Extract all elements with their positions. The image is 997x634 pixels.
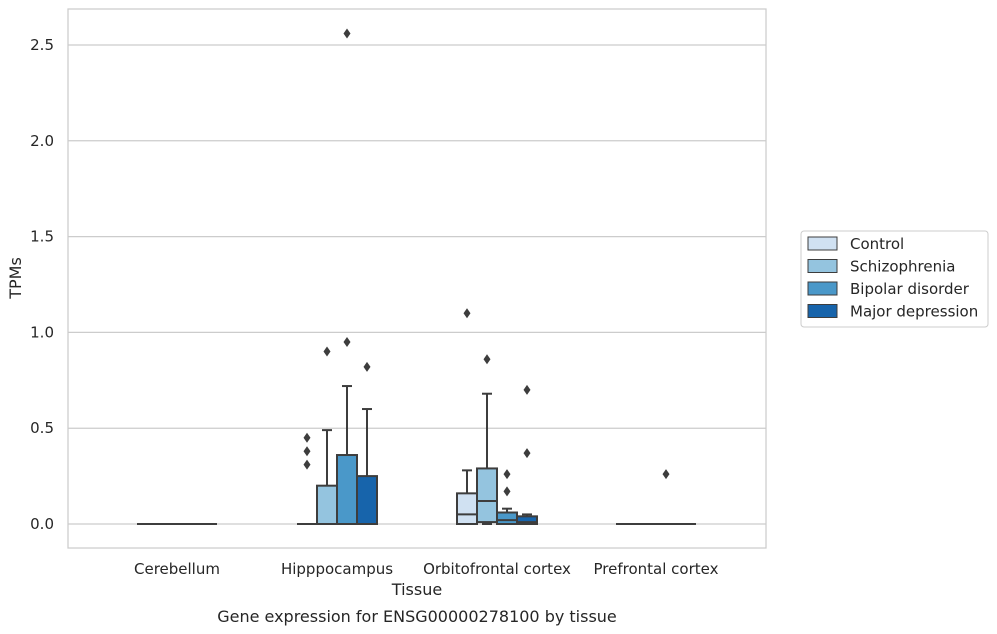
box-body — [356, 475, 378, 526]
box-body — [476, 467, 498, 524]
legend-frame — [800, 230, 989, 328]
legend-label: Bipolar disorder — [850, 280, 970, 298]
outlier-point — [303, 446, 311, 457]
x-tick-labels: Cerebellum Hipppocampus Orbitofrontal cort… — [134, 560, 719, 578]
x-tick-label: Prefrontal cortex — [594, 560, 719, 578]
outlier-point — [343, 28, 351, 39]
legend-swatch — [807, 304, 838, 318]
box-major-depression — [356, 408, 378, 526]
x-tick-label: Orbitofrontal cortex — [423, 560, 571, 578]
outlier-points — [303, 28, 670, 497]
box-body — [516, 515, 538, 525]
outlier-point — [323, 346, 331, 357]
legend-label: Schizophrenia — [850, 258, 955, 276]
box-body — [336, 454, 358, 525]
outlier-point — [363, 361, 371, 372]
legend-swatch — [807, 281, 838, 296]
box-bipolar-disorder — [336, 385, 358, 525]
outlier-point — [662, 469, 670, 480]
box-major-depression — [516, 513, 538, 525]
y-tick-label: 2.0 — [30, 132, 54, 150]
y-tick-label: 1.5 — [30, 228, 54, 246]
box-series — [137, 385, 696, 526]
legend-label: Control — [850, 235, 904, 253]
box-body — [496, 511, 518, 526]
outlier-point — [503, 486, 511, 497]
y-axis-title: TPMs — [6, 257, 25, 300]
outlier-point — [343, 336, 351, 347]
box-schizophrenia — [476, 392, 498, 525]
outlier-point — [483, 354, 491, 365]
x-tick-label: Cerebellum — [134, 560, 220, 578]
x-axis-title: Tissue — [391, 580, 442, 599]
y-tick-label: 2.5 — [30, 36, 54, 54]
legend-swatch — [807, 259, 838, 273]
plot-frame — [67, 8, 767, 549]
legend: Control Schizophrenia Bipolar disorder Majo… — [800, 230, 989, 328]
legend-swatch — [807, 236, 838, 251]
outlier-point — [303, 432, 311, 443]
outlier-point — [463, 308, 471, 319]
legend-label: Major depression — [850, 303, 978, 321]
y-tick-label: 1.0 — [30, 323, 54, 341]
outlier-point — [303, 459, 311, 470]
legend-items: Control Schizophrenia Bipolar disorder Majo… — [807, 235, 978, 321]
box-body — [456, 492, 478, 525]
outlier-point — [503, 469, 511, 480]
box-body — [316, 484, 338, 525]
x-tick-label: Hipppocampus — [281, 560, 393, 578]
y-tick-labels: 0.0 0.5 1.0 1.5 2.0 2.5 — [30, 36, 54, 533]
y-tick-label: 0.5 — [30, 419, 54, 437]
outlier-point — [523, 384, 531, 395]
y-tick-label: 0.0 — [30, 515, 54, 533]
chart-caption: Gene expression for ENSG00000278100 by t… — [217, 607, 617, 626]
outlier-point — [523, 448, 531, 459]
